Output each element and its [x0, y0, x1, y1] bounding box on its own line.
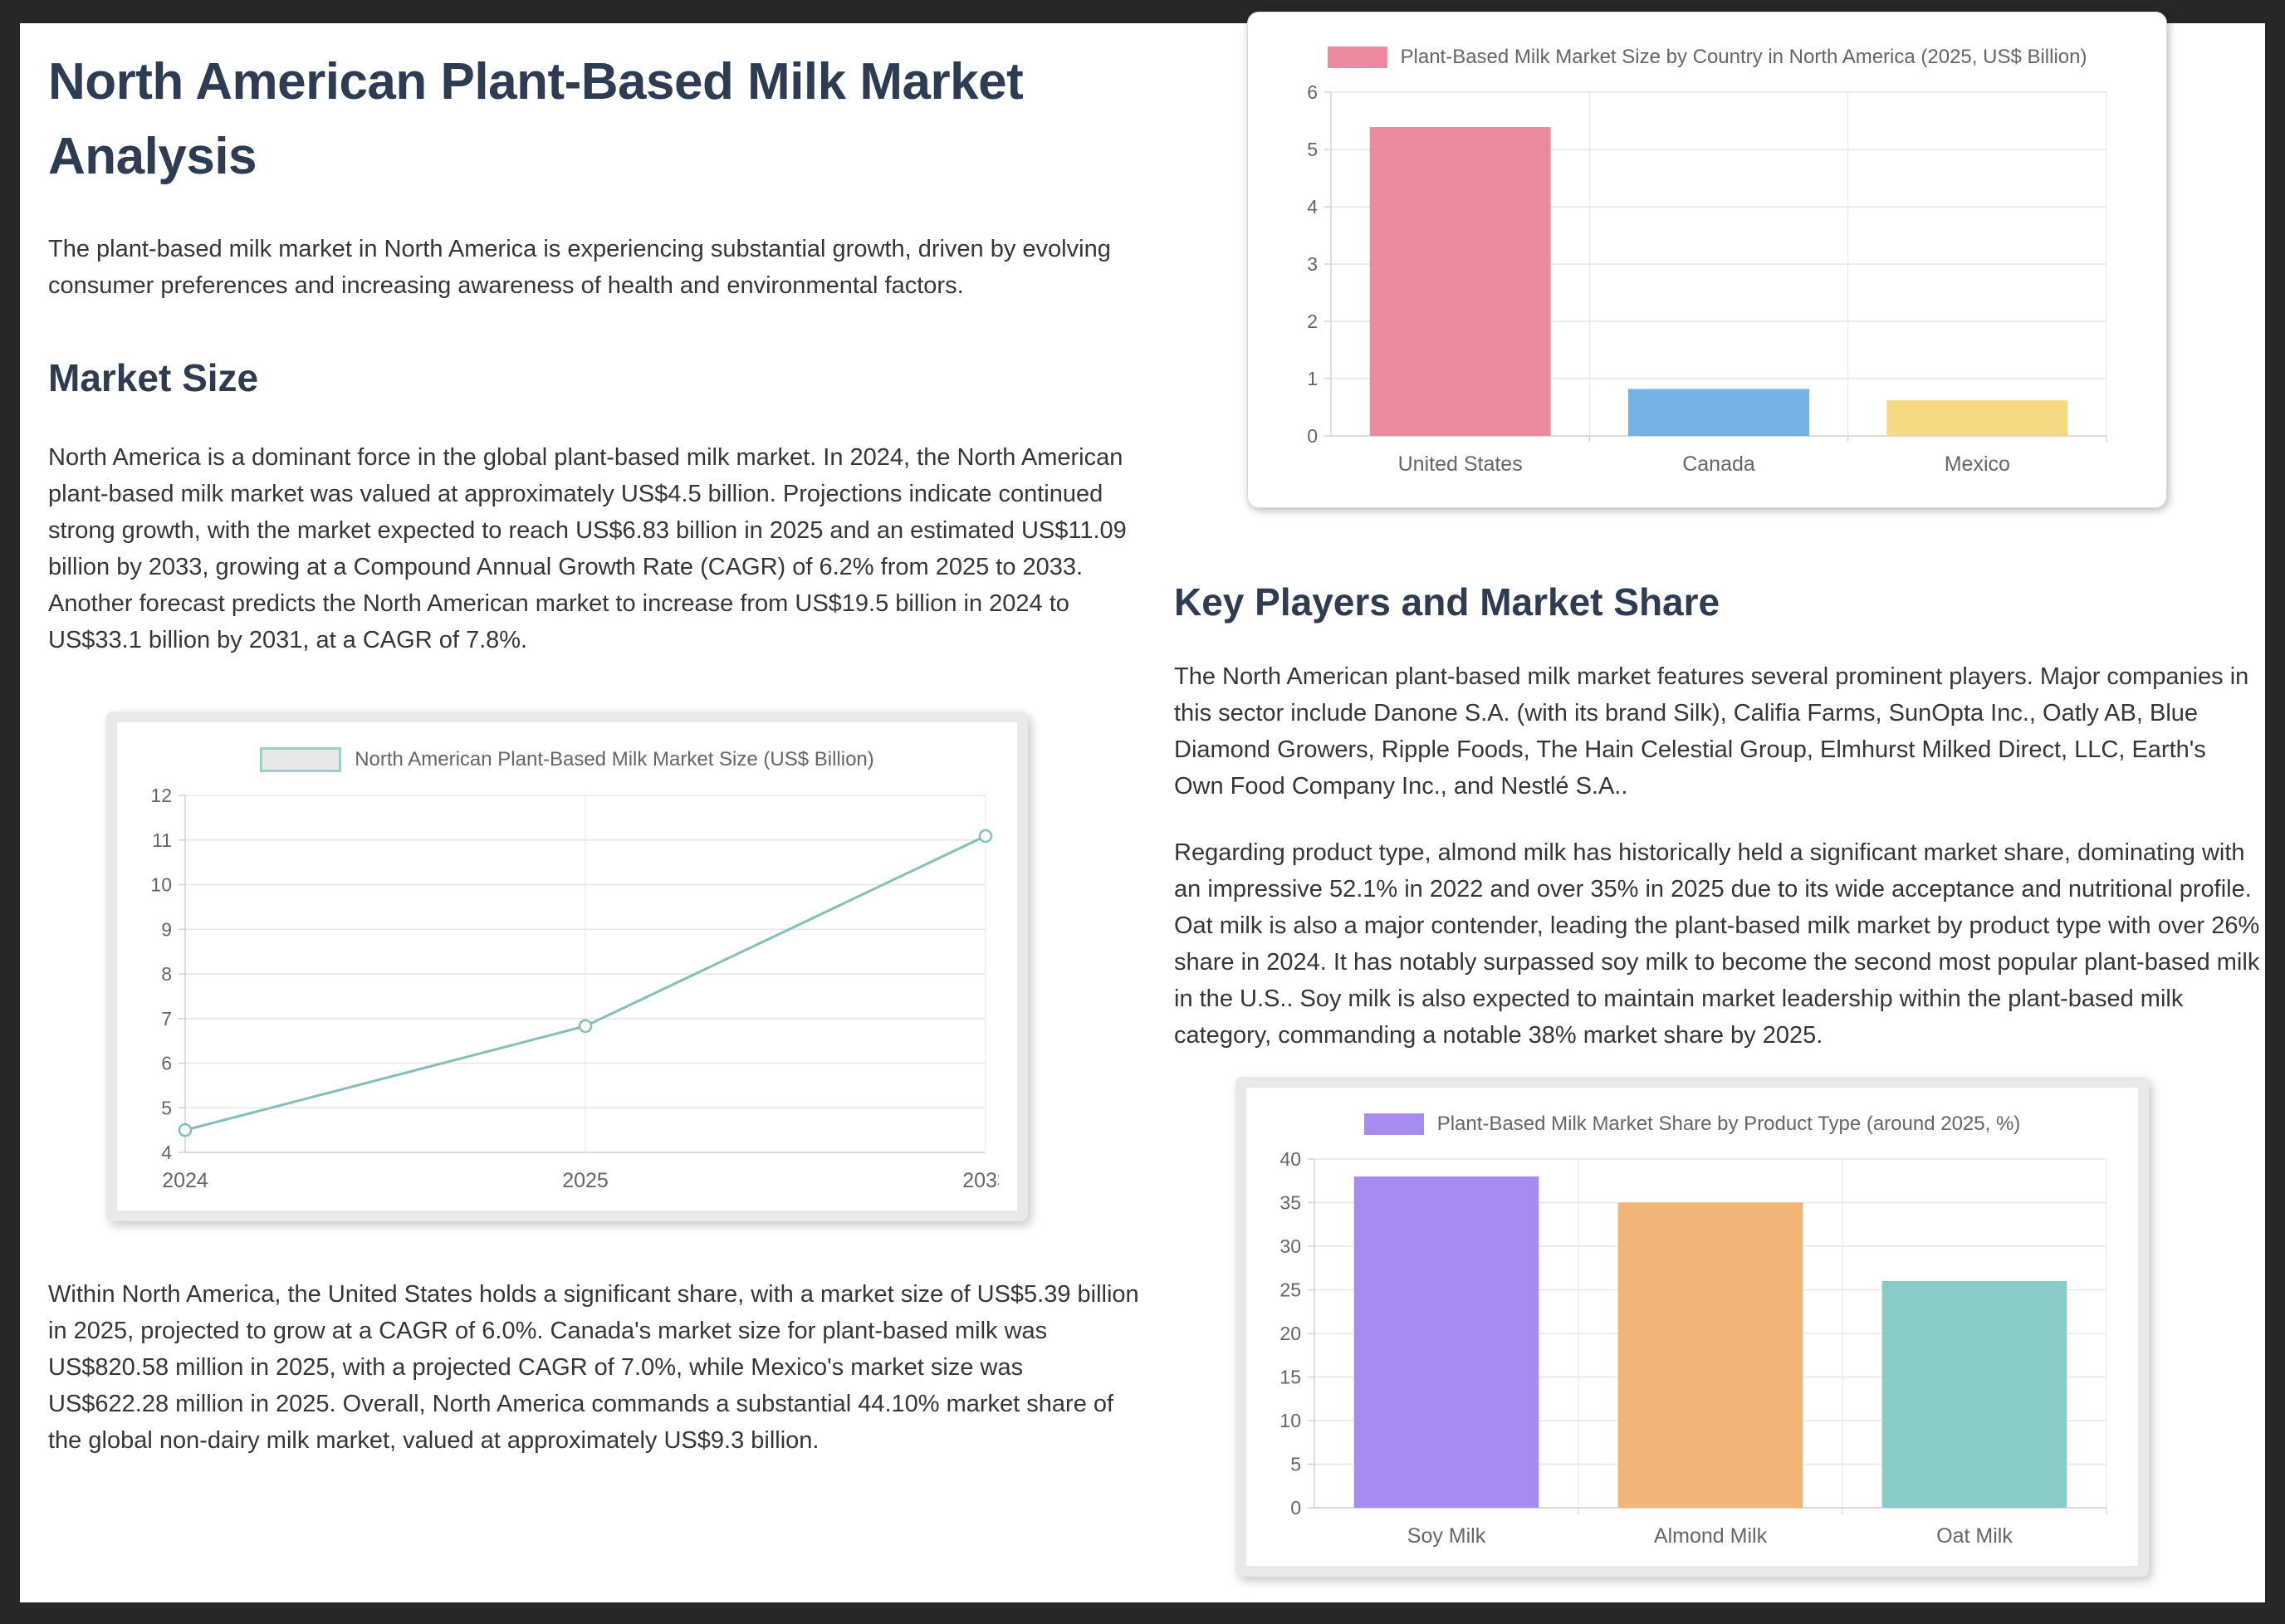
- legend-swatch: [1363, 1113, 1424, 1136]
- svg-text:20: 20: [1280, 1323, 1301, 1344]
- svg-text:Canada: Canada: [1682, 452, 1755, 476]
- left-column: North American Plant-Based Milk Market A…: [48, 45, 1142, 1459]
- key-players-paragraph-1: The North American plant-based milk mark…: [1174, 663, 2249, 800]
- legend-swatch: [1327, 46, 1387, 68]
- svg-text:Mexico: Mexico: [1945, 452, 2010, 476]
- svg-text:8: 8: [161, 963, 172, 985]
- svg-text:9: 9: [161, 918, 172, 940]
- svg-text:United States: United States: [1398, 452, 1523, 476]
- svg-text:Soy Milk: Soy Milk: [1407, 1524, 1486, 1548]
- legend-label: Plant-Based Milk Market Size by Country …: [1400, 46, 2087, 68]
- svg-text:5: 5: [1307, 139, 1318, 160]
- svg-text:4: 4: [161, 1142, 172, 1163]
- svg-text:0: 0: [1290, 1497, 1301, 1519]
- svg-text:2024: 2024: [162, 1169, 208, 1192]
- svg-text:35: 35: [1280, 1192, 1301, 1214]
- market-size-paragraph-2: Within North America, the United States …: [48, 1280, 1139, 1454]
- svg-text:5: 5: [161, 1097, 172, 1118]
- product-share-bar-chart-card: Plant-Based Milk Market Share by Product…: [1235, 1077, 2149, 1578]
- svg-text:Oat Milk: Oat Milk: [1936, 1524, 2013, 1548]
- svg-text:15: 15: [1280, 1367, 1301, 1388]
- key-players-paragraph-2: Regarding product type, almond milk has …: [1174, 839, 2260, 1049]
- svg-text:2: 2: [1307, 311, 1318, 332]
- svg-text:Almond Milk: Almond Milk: [1654, 1524, 1768, 1548]
- legend-label: North American Plant-Based Milk Market S…: [355, 747, 874, 770]
- svg-text:40: 40: [1280, 1148, 1301, 1170]
- svg-text:5: 5: [1290, 1454, 1301, 1475]
- svg-text:10: 10: [150, 873, 172, 895]
- svg-text:1: 1: [1307, 368, 1318, 389]
- svg-text:12: 12: [150, 785, 172, 806]
- page-title: North American Plant-Based Milk Market A…: [48, 53, 1024, 185]
- svg-text:11: 11: [152, 829, 172, 851]
- market-size-line-chart-card: North American Plant-Based Milk Market S…: [106, 711, 1028, 1221]
- bar-chart-plot: 0 1 2 3 4 5 6 United States Canada Mexico: [1281, 81, 2133, 482]
- chart-legend: North American Plant-Based Milk Market S…: [135, 746, 999, 772]
- svg-text:30: 30: [1280, 1235, 1301, 1257]
- content-card: North American Plant-Based Milk Market A…: [20, 12, 2265, 1602]
- svg-text:2025: 2025: [562, 1169, 609, 1192]
- country-bar-chart-card: Plant-Based Milk Market Size by Country …: [1247, 12, 2167, 508]
- section-heading-key-players: Key Players and Market Share: [1174, 580, 1720, 624]
- chart-legend: Plant-Based Milk Market Share by Product…: [1265, 1113, 2120, 1136]
- chart-legend: Plant-Based Milk Market Size by Country …: [1281, 46, 2133, 69]
- right-column: Plant-Based Milk Market Size by Country …: [1174, 12, 2262, 1578]
- line-chart-plot: 4 5 6 7 8 9 10 11 12 2024 2025 2033: [135, 784, 1008, 1199]
- svg-text:4: 4: [1307, 196, 1318, 218]
- legend-label: Plant-Based Milk Market Share by Product…: [1436, 1113, 2021, 1136]
- intro-paragraph: The plant-based milk market in North Ame…: [48, 235, 1111, 299]
- section-heading-market-size: Market Size: [48, 355, 259, 399]
- market-size-paragraph-1: North America is a dominant force in the…: [48, 443, 1127, 653]
- svg-text:6: 6: [161, 1052, 172, 1074]
- svg-text:0: 0: [1307, 425, 1318, 447]
- legend-swatch: [260, 746, 342, 772]
- svg-text:2033: 2033: [962, 1169, 999, 1192]
- svg-text:10: 10: [1280, 1410, 1301, 1431]
- svg-text:7: 7: [161, 1008, 172, 1030]
- svg-text:3: 3: [1307, 253, 1318, 275]
- svg-text:25: 25: [1280, 1279, 1301, 1301]
- svg-text:6: 6: [1307, 81, 1318, 103]
- bar-chart-plot: 0 5 10 15 20 25 30 35 40 Soy Milk Almond Milk Oat M…: [1265, 1147, 2120, 1554]
